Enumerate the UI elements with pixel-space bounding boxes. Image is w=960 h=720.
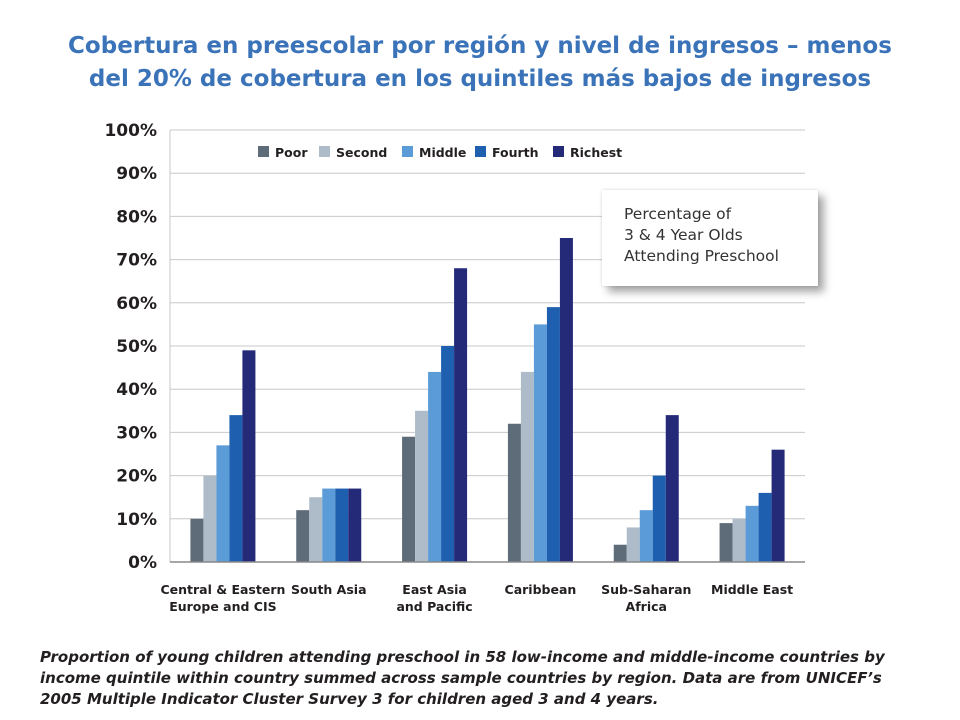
y-tick-label: 20% <box>116 467 157 487</box>
bar-fourth-0 <box>229 415 243 562</box>
chart-title-line-1: Cobertura en preescolar por región y niv… <box>68 33 892 59</box>
x-category-label: Middle East <box>711 582 793 597</box>
bar-middle-3 <box>533 324 547 562</box>
y-tick-label: 70% <box>116 251 157 271</box>
x-category-label: East Asia <box>402 582 467 597</box>
caption-line-2: income quintile within country summed ac… <box>40 669 882 687</box>
bar-richest-1 <box>348 488 362 562</box>
bar-second-5 <box>732 518 746 562</box>
legend-label-middle: Middle <box>419 145 466 160</box>
bar-middle-0 <box>216 445 230 562</box>
bar-middle-4 <box>639 510 653 562</box>
bar-middle-1 <box>322 488 336 562</box>
bars <box>190 238 785 562</box>
legend-swatch-middle <box>402 146 413 157</box>
bar-second-1 <box>309 497 323 562</box>
bar-poor-2 <box>402 436 416 562</box>
x-category-label: Sub-Saharan <box>601 582 691 597</box>
bar-second-4 <box>626 527 640 562</box>
legend-label-richest: Richest <box>570 145 622 160</box>
bar-richest-3 <box>559 238 573 562</box>
annotation-line-3: Attending Preschool <box>624 247 779 265</box>
x-category-label: Caribbean <box>505 582 577 597</box>
bar-fourth-3 <box>546 307 560 562</box>
y-tick-label: 90% <box>116 164 157 184</box>
bar-middle-2 <box>428 371 442 562</box>
bar-fourth-1 <box>335 488 349 562</box>
y-tick-label: 10% <box>116 510 157 530</box>
bar-richest-4 <box>665 415 679 562</box>
y-tick-label: 30% <box>116 423 157 443</box>
bar-richest-0 <box>242 350 256 562</box>
y-tick-label: 100% <box>104 121 157 141</box>
y-axis: 0% 10% 20% 30% 40% 50% 60% 70% 80% 90% 100% <box>104 121 171 573</box>
legend-swatch-fourth <box>475 146 486 157</box>
bar-poor-3 <box>507 423 521 562</box>
bar-fourth-4 <box>652 475 666 562</box>
x-category-label: and Pacific <box>396 599 472 614</box>
chart-title-line-2: del 20% de cobertura en los quintiles má… <box>88 66 872 92</box>
y-tick-label: 50% <box>116 337 157 357</box>
x-category-label: Central & Eastern <box>160 582 285 597</box>
caption-line-3: 2005 Multiple Indicator Cluster Survey 3… <box>40 690 659 708</box>
bar-poor-1 <box>296 510 310 562</box>
chart-title: Cobertura en preescolar por región y niv… <box>40 30 920 96</box>
bar-richest-2 <box>454 268 468 562</box>
legend-label-second: Second <box>336 145 387 160</box>
bar-middle-5 <box>745 505 759 562</box>
bar-chart: 0% 10% 20% 30% 40% 50% 60% 70% 80% 90% 100% Centra… <box>104 121 805 614</box>
bar-fourth-2 <box>441 346 455 562</box>
legend-label-poor: Poor <box>275 145 308 160</box>
x-category-label: Europe and CIS <box>169 599 276 614</box>
bar-second-3 <box>520 371 534 562</box>
annotation-line-2: 3 & 4 Year Olds <box>624 226 743 244</box>
x-axis: Central & Eastern Europe and CIS South Asi… <box>160 561 805 614</box>
bar-fourth-5 <box>758 492 772 562</box>
bar-poor-0 <box>190 518 204 562</box>
x-category-label: Africa <box>626 599 667 614</box>
chart-annotation-box: Percentage of 3 & 4 Year Olds Attending … <box>602 190 818 286</box>
y-tick-label: 0% <box>128 553 157 573</box>
legend-label-fourth: Fourth <box>492 145 539 160</box>
legend-swatch-second <box>319 146 330 157</box>
legend-swatch-poor <box>258 146 269 157</box>
bar-richest-5 <box>771 449 785 562</box>
caption-line-1: Proportion of young children attending p… <box>40 648 885 666</box>
legend-swatch-richest <box>553 146 564 157</box>
y-tick-label: 60% <box>116 294 157 314</box>
x-category-label: South Asia <box>291 582 367 597</box>
bar-second-2 <box>415 410 429 562</box>
bar-second-0 <box>203 475 217 562</box>
legend: Poor Second Middle Fourth Richest <box>258 145 622 160</box>
y-tick-label: 80% <box>116 207 157 227</box>
y-tick-label: 40% <box>116 380 157 400</box>
bar-poor-4 <box>613 544 627 562</box>
figure-caption: Proportion of young children attending p… <box>40 647 925 710</box>
bar-poor-5 <box>719 523 733 562</box>
annotation-line-1: Percentage of <box>624 205 732 223</box>
